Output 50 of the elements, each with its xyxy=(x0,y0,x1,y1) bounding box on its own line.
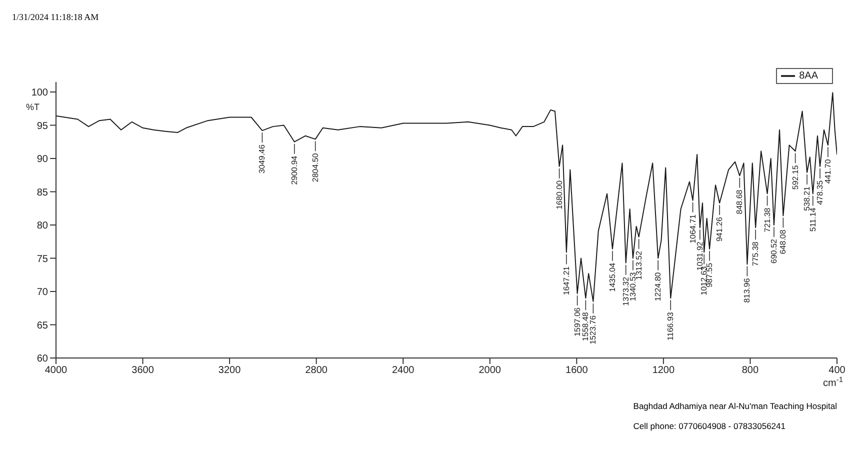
x-tick-label: 1600 xyxy=(566,365,588,376)
y-tick-label: 60 xyxy=(36,354,48,365)
x-tick-label: 400 xyxy=(828,365,846,376)
annotation: 441.70 xyxy=(823,158,832,184)
y-axis-title: %T xyxy=(26,102,40,112)
annotation: 1558.48 xyxy=(581,312,590,342)
legend-label: 8AA xyxy=(799,70,818,82)
annotation: 1523.76 xyxy=(588,314,598,344)
x-axis-title: cm$^{-1}$ xyxy=(823,374,844,389)
x-tick-label: 2400 xyxy=(392,365,415,376)
annotation: 1680.00 xyxy=(554,180,564,210)
y-tick-label: 95 xyxy=(36,120,48,132)
x-tick-label: 800 xyxy=(742,365,759,376)
annotation: 1597.06 xyxy=(572,306,582,336)
annotation: 478.35 xyxy=(816,180,824,205)
y-tick-label: 90 xyxy=(36,154,48,166)
text: Cell phone: 0770604908 - 07833056241 xyxy=(633,420,786,433)
text: 1/31/2024 11:18:18 AM xyxy=(12,12,99,22)
annotation: 1373.32 xyxy=(621,276,630,306)
annotation: 648.08 xyxy=(778,229,788,254)
x-tick-label: 3200 xyxy=(218,365,242,376)
x-tick-label: 2000 xyxy=(478,365,502,376)
x-tick-label: 1200 xyxy=(652,365,676,376)
y-tick-label: 70 xyxy=(36,287,48,298)
y-tick-label: 100 xyxy=(31,88,48,99)
annotation: 721.38 xyxy=(762,207,772,232)
annotation: 592.15 xyxy=(790,164,800,190)
y-tick-label: 85 xyxy=(36,187,48,198)
annotation: 775.38 xyxy=(751,241,760,266)
annotation: 848.68 xyxy=(735,189,744,214)
annotation: 813.96 xyxy=(742,278,752,303)
annotation: 2804.50 xyxy=(310,152,320,182)
y-tick-label: 75 xyxy=(36,254,48,265)
y-tick-label: 80 xyxy=(36,220,48,232)
annotation: 3049.46 xyxy=(258,144,267,174)
annotation: 941.26 xyxy=(715,216,724,242)
y-tick-label: 65 xyxy=(36,320,48,332)
annotation: 690.52 xyxy=(769,238,778,264)
annotation: 1166.93 xyxy=(666,312,676,340)
x-tick-label: 4000 xyxy=(44,365,68,376)
annotation: 1064.71 xyxy=(688,214,698,244)
annotation: 1647.21 xyxy=(562,266,571,296)
x-tick-label: 3600 xyxy=(132,365,154,376)
annotation: 1224.80 xyxy=(654,272,663,302)
text: Baghdad Adhamiya near Al-Nu'man Teaching Hospital xyxy=(633,400,837,413)
annotation: 987.55 xyxy=(705,262,714,288)
annotation: 511.14 xyxy=(808,207,818,232)
annotation: 1435.04 xyxy=(608,262,617,292)
annotation: 2900.94 xyxy=(290,155,299,185)
x-tick-label: 2800 xyxy=(305,365,328,376)
